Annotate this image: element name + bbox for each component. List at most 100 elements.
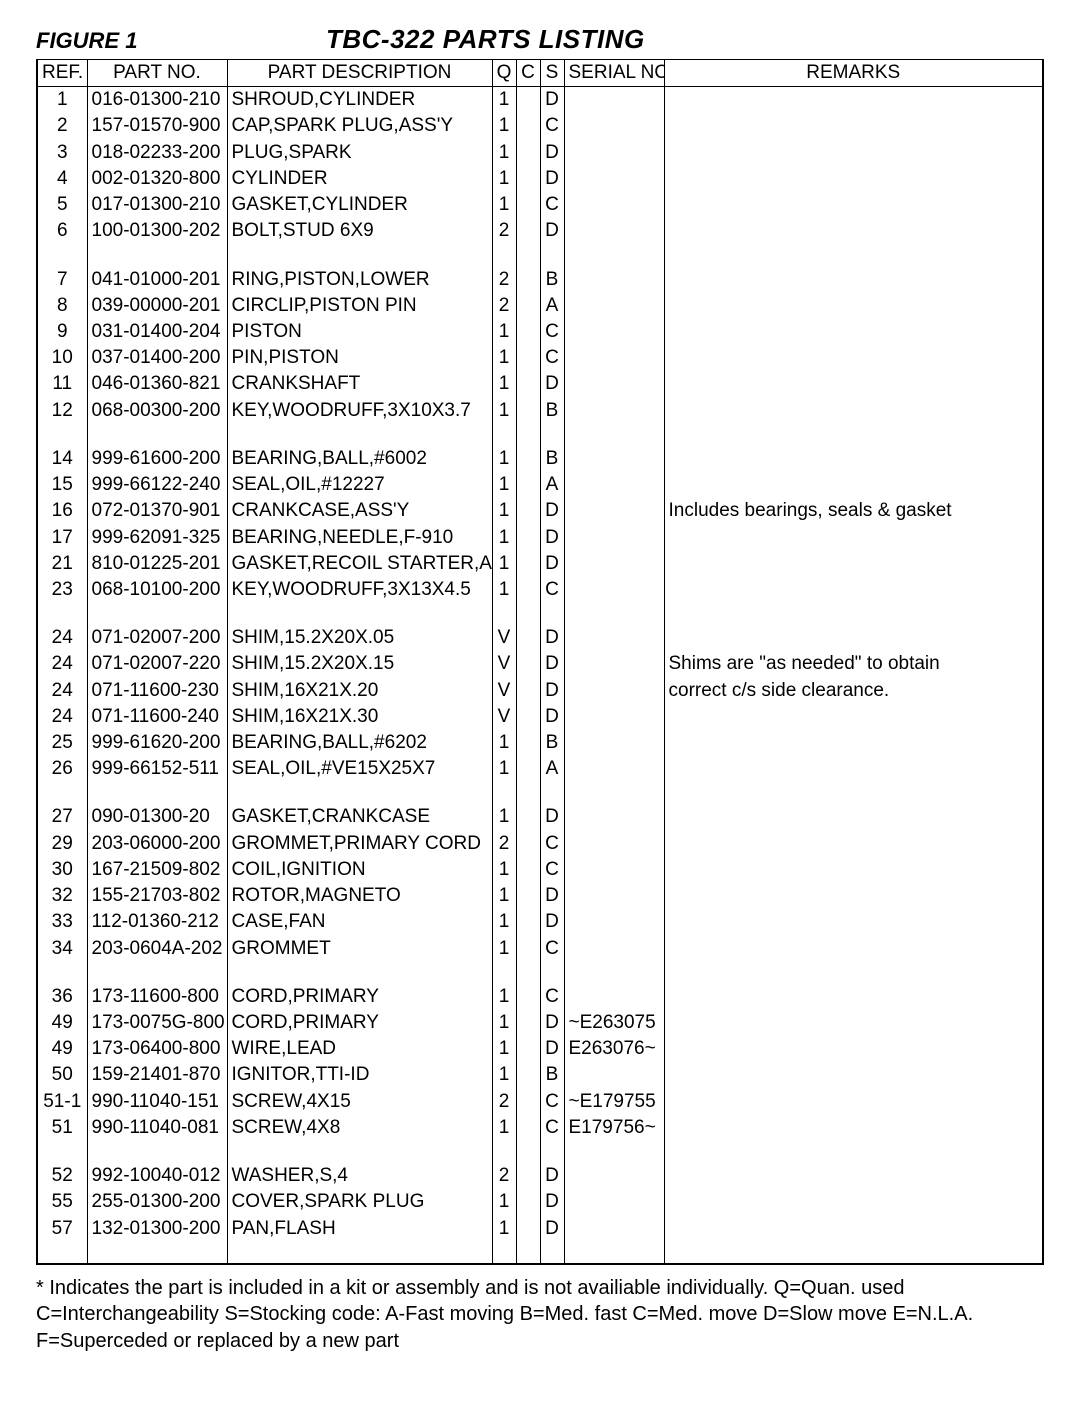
cell-desc: COIL,IGNITION xyxy=(227,857,492,883)
cell-c xyxy=(516,651,540,677)
cell-ref: 29 xyxy=(37,831,87,857)
table-row: 21810-01225-201GASKET,RECOIL STARTER,A1D xyxy=(37,551,1043,577)
cell-desc: CYLINDER xyxy=(227,166,492,192)
cell-remarks xyxy=(664,831,1043,857)
cell-c xyxy=(516,936,540,962)
cell-partno: 100-01300-202 xyxy=(87,218,227,244)
cell-partno: 999-61600-200 xyxy=(87,446,227,472)
cell-desc: SEAL,OIL,#12227 xyxy=(227,472,492,498)
cell-serial xyxy=(564,678,664,704)
cell-desc: PIN,PISTON xyxy=(227,345,492,371)
table-row: 9031-01400-204PISTON1C xyxy=(37,319,1043,345)
cell-q: 1 xyxy=(492,192,516,218)
cell-ref: 21 xyxy=(37,551,87,577)
cell-q: 1 xyxy=(492,756,516,782)
cell-q: 2 xyxy=(492,267,516,293)
cell-desc: GROMMET,PRIMARY CORD xyxy=(227,831,492,857)
cell-ref: 11 xyxy=(37,371,87,397)
spacer-row xyxy=(37,1141,1043,1163)
cell-serial xyxy=(564,113,664,139)
cell-partno: 071-11600-230 xyxy=(87,678,227,704)
cell-remarks xyxy=(664,140,1043,166)
cell-c xyxy=(516,804,540,830)
cell-q: 2 xyxy=(492,1163,516,1189)
cell-serial: E263076~ xyxy=(564,1036,664,1062)
col-q: Q xyxy=(492,60,516,87)
cell-q: 1 xyxy=(492,1062,516,1088)
cell-remarks xyxy=(664,577,1043,603)
cell-partno: 071-02007-200 xyxy=(87,625,227,651)
cell-ref: 4 xyxy=(37,166,87,192)
table-row: 16072-01370-901CRANKCASE,ASS'Y1DIncludes… xyxy=(37,498,1043,524)
cell-remarks xyxy=(664,730,1043,756)
cell-remarks xyxy=(664,267,1043,293)
cell-s: D xyxy=(540,218,564,244)
table-row: 30167-21509-802COIL,IGNITION1C xyxy=(37,857,1043,883)
cell-s: C xyxy=(540,319,564,345)
cell-desc: CORD,PRIMARY xyxy=(227,1010,492,1036)
table-row: 1016-01300-210SHROUD,CYLINDER1D xyxy=(37,87,1043,114)
cell-desc: BEARING,BALL,#6002 xyxy=(227,446,492,472)
cell-partno: 031-01400-204 xyxy=(87,319,227,345)
cell-remarks xyxy=(664,218,1043,244)
cell-q: 1 xyxy=(492,371,516,397)
cell-partno: 132-01300-200 xyxy=(87,1216,227,1242)
cell-desc: SHIM,15.2X20X.15 xyxy=(227,651,492,677)
cell-ref: 23 xyxy=(37,577,87,603)
cell-c xyxy=(516,192,540,218)
cell-desc: CRANKCASE,ASS'Y xyxy=(227,498,492,524)
cell-ref: 50 xyxy=(37,1062,87,1088)
cell-s: D xyxy=(540,678,564,704)
cell-remarks xyxy=(664,446,1043,472)
cell-q: 1 xyxy=(492,525,516,551)
cell-ref: 30 xyxy=(37,857,87,883)
page-title: TBC-322 PARTS LISTING xyxy=(326,24,645,55)
cell-partno: 002-01320-800 xyxy=(87,166,227,192)
cell-remarks xyxy=(664,551,1043,577)
cell-serial xyxy=(564,446,664,472)
cell-serial xyxy=(564,704,664,730)
table-row: 17999-62091-325BEARING,NEEDLE,F-9101D xyxy=(37,525,1043,551)
cell-c xyxy=(516,371,540,397)
col-c: C xyxy=(516,60,540,87)
cell-remarks xyxy=(664,398,1043,424)
cell-c xyxy=(516,1062,540,1088)
cell-partno: 255-01300-200 xyxy=(87,1189,227,1215)
cell-remarks xyxy=(664,1036,1043,1062)
cell-c xyxy=(516,398,540,424)
cell-serial: ~E263075 xyxy=(564,1010,664,1036)
table-row: 27090-01300-20GASKET,CRANKCASE1D xyxy=(37,804,1043,830)
spacer-row xyxy=(37,962,1043,984)
cell-desc: BOLT,STUD 6X9 xyxy=(227,218,492,244)
cell-remarks xyxy=(664,472,1043,498)
cell-s: B xyxy=(540,730,564,756)
table-row: 50159-21401-870IGNITOR,TTI-ID1B xyxy=(37,1062,1043,1088)
cell-desc: SEAL,OIL,#VE15X25X7 xyxy=(227,756,492,782)
cell-q: V xyxy=(492,651,516,677)
cell-c xyxy=(516,472,540,498)
cell-serial xyxy=(564,371,664,397)
cell-partno: 810-01225-201 xyxy=(87,551,227,577)
cell-c xyxy=(516,345,540,371)
cell-desc: SHIM,16X21X.20 xyxy=(227,678,492,704)
cell-q: 1 xyxy=(492,577,516,603)
cell-q: V xyxy=(492,704,516,730)
cell-remarks xyxy=(664,166,1043,192)
cell-remarks xyxy=(664,883,1043,909)
table-row: 29203-06000-200GROMMET,PRIMARY CORD2C xyxy=(37,831,1043,857)
cell-ref: 34 xyxy=(37,936,87,962)
cell-partno: 203-0604A-202 xyxy=(87,936,227,962)
cell-q: 1 xyxy=(492,1216,516,1242)
cell-c xyxy=(516,319,540,345)
cell-serial xyxy=(564,804,664,830)
cell-ref: 33 xyxy=(37,909,87,935)
cell-serial xyxy=(564,625,664,651)
cell-c xyxy=(516,113,540,139)
cell-partno: 167-21509-802 xyxy=(87,857,227,883)
figure-label: FIGURE 1 xyxy=(36,28,326,54)
cell-s: D xyxy=(540,525,564,551)
cell-serial xyxy=(564,1189,664,1215)
table-row: 49173-06400-800WIRE,LEAD1DE263076~ xyxy=(37,1036,1043,1062)
cell-ref: 51 xyxy=(37,1115,87,1141)
cell-desc: WIRE,LEAD xyxy=(227,1036,492,1062)
